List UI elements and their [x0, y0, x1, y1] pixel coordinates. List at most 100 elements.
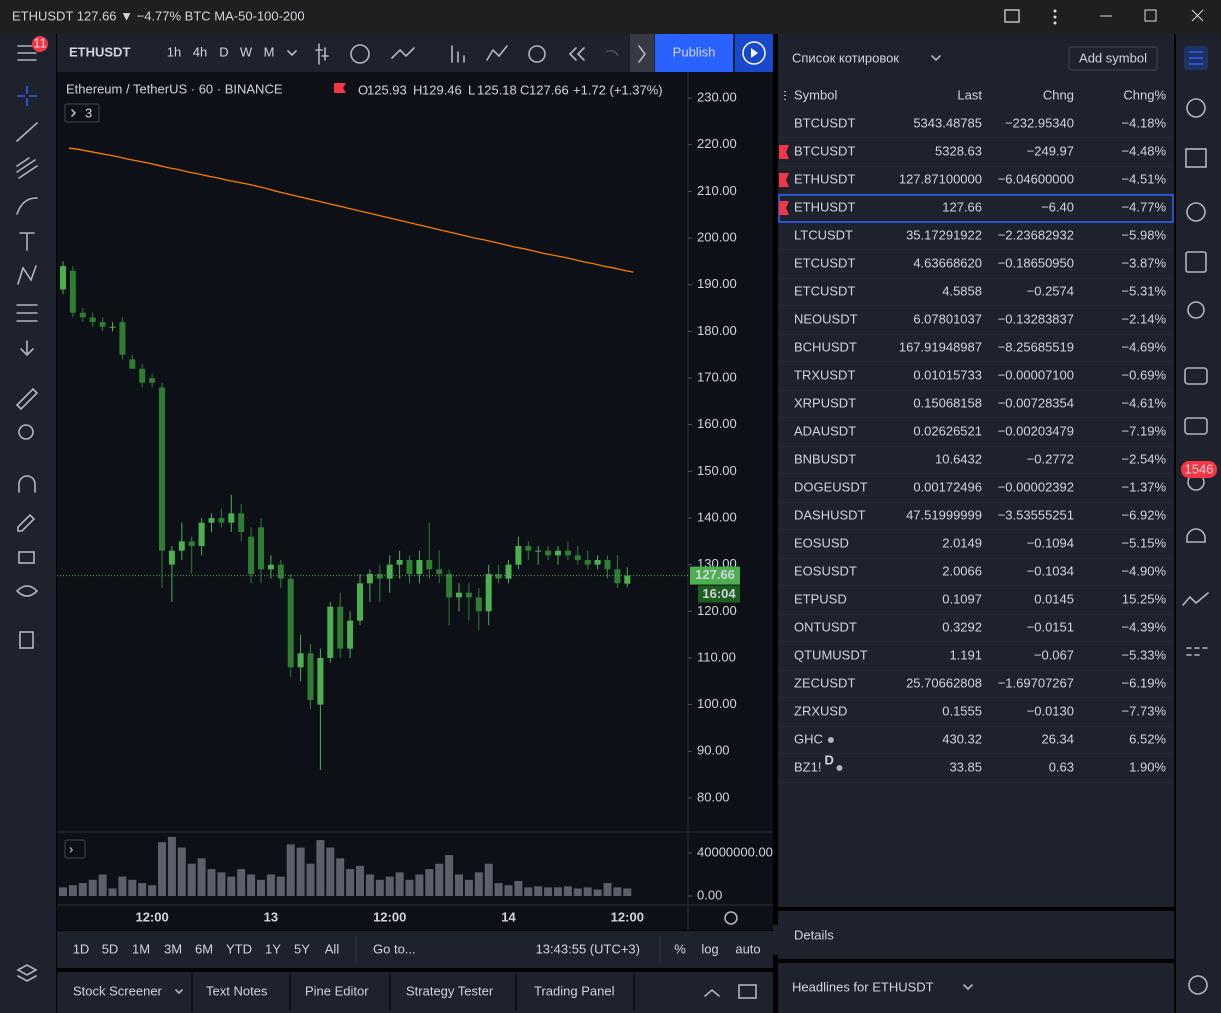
row-symbol[interactable]: ETPUSD: [794, 591, 847, 606]
publish-button[interactable]: [655, 34, 733, 72]
row-flag[interactable]: [779, 173, 789, 187]
range-button[interactable]: 1M: [132, 941, 150, 956]
indicators-icon[interactable]: [391, 47, 415, 59]
close[interactable]: [1191, 9, 1204, 22]
toolbar-icons[interactable]: [315, 34, 773, 72]
alerts-icon[interactable]: [1186, 98, 1206, 118]
chats-icon[interactable]: [1184, 367, 1208, 385]
row-symbol[interactable]: LTCUSDT: [794, 227, 853, 242]
text-icon[interactable]: [19, 232, 35, 251]
drawing-tools[interactable]: [15, 45, 39, 982]
pattern-icon[interactable]: [17, 265, 37, 285]
row-flag[interactable]: [779, 145, 789, 159]
column-header[interactable]: Last: [957, 87, 982, 102]
row-symbol[interactable]: ETCUSDT: [794, 255, 855, 270]
trendline-icon[interactable]: [16, 122, 38, 142]
range-button[interactable]: YTD: [226, 941, 252, 956]
row-symbol[interactable]: BNBUSDT: [794, 451, 856, 466]
chart-style-icon[interactable]: [315, 43, 329, 65]
indicator-toggle[interactable]: [64, 103, 100, 123]
range-button[interactable]: 1D: [73, 941, 90, 956]
row-symbol[interactable]: EOSUSDT: [794, 563, 857, 578]
interval[interactable]: W: [240, 44, 253, 59]
layers-icon[interactable]: [16, 964, 38, 982]
brush-icon[interactable]: [16, 197, 38, 215]
lock-draw-icon[interactable]: [17, 513, 36, 532]
row-symbol[interactable]: ETHUSDT: [794, 171, 855, 186]
interval[interactable]: 4h: [193, 44, 207, 59]
play-circle[interactable]: [742, 41, 766, 65]
zoom-icon[interactable]: [18, 424, 34, 440]
dom-icon[interactable]: [1186, 647, 1208, 656]
volume-toggle-icon[interactable]: ›: [69, 841, 73, 856]
row-symbol[interactable]: EOSUSD: [794, 535, 849, 550]
crosshair-icon[interactable]: [17, 86, 37, 106]
column-header[interactable]: Chng: [1043, 87, 1074, 102]
calendar-icon[interactable]: [1185, 251, 1207, 273]
help-icon[interactable]: [1188, 975, 1208, 995]
menu-dot[interactable]: [1053, 9, 1057, 13]
lock-icon[interactable]: [18, 551, 35, 564]
messages-icon[interactable]: [1184, 417, 1208, 435]
range-button[interactable]: 5Y: [294, 941, 310, 956]
maximize-panel-icon[interactable]: [738, 984, 757, 999]
undo-icon[interactable]: [605, 49, 619, 57]
panel-handle[interactable]: [773, 925, 783, 955]
row-symbol[interactable]: TRXUSDT: [794, 367, 855, 382]
translate-icon[interactable]: [1004, 9, 1020, 23]
row-symbol[interactable]: ADAUSDT: [794, 423, 856, 438]
row-symbol[interactable]: XRPUSDT: [794, 395, 856, 410]
volume-toggle[interactable]: [64, 839, 86, 859]
log-toggle[interactable]: log: [701, 941, 718, 956]
hotlist-icon[interactable]: [1186, 202, 1206, 222]
row-symbol[interactable]: BCHUSDT: [794, 339, 857, 354]
eye-icon[interactable]: [16, 585, 39, 597]
settings-icon[interactable]: [724, 911, 738, 925]
trading-icon[interactable]: [1182, 592, 1209, 606]
menu-dot[interactable]: [1053, 15, 1057, 19]
row-symbol[interactable]: ZRXUSD: [794, 703, 847, 718]
bottom-tab[interactable]: Text Notes: [206, 983, 268, 998]
row-symbol[interactable]: NEOUSDT: [794, 311, 858, 326]
column-header[interactable]: Symbol: [794, 87, 837, 102]
interval-dropdown[interactable]: [287, 50, 297, 57]
bottom-tab[interactable]: Stock Screener: [73, 983, 163, 998]
more-icon[interactable]: [20, 340, 34, 357]
row-symbol[interactable]: QTUMUSDT: [794, 647, 868, 662]
compare-icon[interactable]: [350, 44, 370, 64]
watchlist-icon[interactable]: [1189, 51, 1203, 65]
interval[interactable]: M: [264, 44, 275, 59]
menu-dot[interactable]: [1053, 21, 1057, 25]
replay-icon[interactable]: [568, 47, 585, 61]
headlines-title[interactable]: Headlines for ETHUSDT: [792, 979, 934, 994]
row-symbol[interactable]: DOGEUSDT: [794, 479, 868, 494]
range-button[interactable]: All: [325, 941, 340, 956]
row-symbol[interactable]: BTCUSDT: [794, 143, 855, 158]
row-symbol[interactable]: DASHUSDT: [794, 507, 866, 522]
screener-dropdown[interactable]: [175, 989, 183, 995]
play-icon[interactable]: [751, 48, 758, 58]
range-button[interactable]: 3M: [164, 941, 182, 956]
bottom-tab[interactable]: Trading Panel: [534, 983, 615, 998]
side-icons[interactable]: [1182, 46, 1209, 995]
expand-button[interactable]: [630, 34, 654, 72]
row-symbol[interactable]: GHC: [794, 731, 823, 746]
row-symbol[interactable]: ETHUSDT: [794, 199, 855, 214]
range-button[interactable]: 6M: [195, 941, 213, 956]
interval[interactable]: 1h: [167, 44, 181, 59]
row-symbol[interactable]: BZ1!: [794, 759, 821, 774]
indicators-count[interactable]: 3: [85, 105, 92, 120]
auto-toggle[interactable]: auto: [735, 941, 760, 956]
maximize[interactable]: [1144, 9, 1157, 22]
collapse-icon[interactable]: [704, 988, 720, 997]
prediction-icon[interactable]: [16, 304, 38, 322]
row-symbol[interactable]: ETCUSDT: [794, 283, 855, 298]
ruler-icon[interactable]: [15, 387, 39, 411]
watchlist-dropdown[interactable]: [931, 55, 941, 62]
magnet-icon[interactable]: [18, 475, 36, 493]
interval[interactable]: D: [219, 44, 228, 59]
row-symbol[interactable]: BTCUSDT: [794, 115, 855, 130]
watchlist-title[interactable]: Список котировок: [792, 50, 899, 65]
data-window-icon[interactable]: [1185, 148, 1207, 168]
bottom-tab[interactable]: Pine Editor: [305, 983, 369, 998]
